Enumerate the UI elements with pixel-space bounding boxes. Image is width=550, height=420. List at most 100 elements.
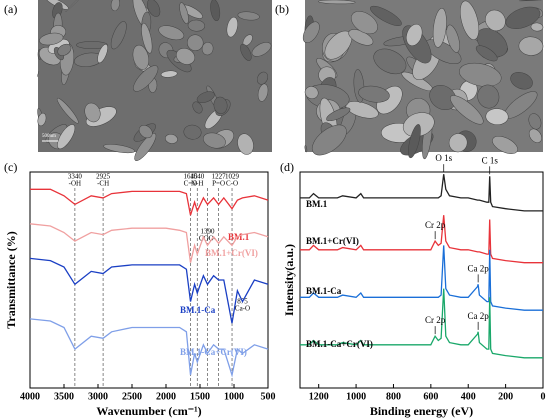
sem-particle [251,42,272,57]
y-axis-title: Transmittance (%) [4,231,18,328]
sem-particle [326,107,351,122]
y-axis-title: Intensity(a.u.) [282,244,296,316]
sem-particle [57,43,72,56]
sem-particle [183,124,202,140]
sem-particle [505,6,541,29]
sem-particle [226,16,238,38]
x-tick-label: 500 [261,391,276,402]
sem-particle [432,7,447,48]
plot-frame [29,171,269,389]
x-axis-title: Binding energy (eV) [370,404,473,418]
sem-particle [210,0,221,22]
annotation-label: -OH [69,180,81,188]
series-name: BM.1 [228,232,250,242]
panel-label: (b) [275,2,289,16]
x-tick-label: 800 [386,391,401,402]
sem-particle [160,70,178,78]
annotation-label: Ca-O [235,305,250,313]
series-name: BM.1-Ca+Cr(VI) [180,347,247,357]
sem-particle [528,128,542,143]
series-name: BM.1 [306,199,328,209]
x-tick-label: 400 [461,391,476,402]
panel-label: (a) [4,2,17,16]
sem-particle [84,102,101,123]
x-tick-label: 1000 [224,391,244,402]
annotation-value: 1227 [212,173,227,181]
sem-particle [450,95,484,125]
sem-particle [311,124,347,156]
sem-particle [146,0,161,17]
series-name: BM.1+Cr(VI) [205,248,258,258]
sem-particle [485,9,506,32]
annotation-label: O 1s [435,153,452,163]
annotation-value: 3340 [68,173,83,181]
sem-particle [97,44,108,64]
series-line [300,215,543,264]
sem-particle [475,45,498,62]
sem-particle [237,133,254,155]
sem-particle [406,23,423,47]
sem-particle [237,11,260,21]
sem-particle [202,132,226,149]
series-line [29,318,269,378]
annotation-value: 1390 [200,228,215,236]
x-tick-label: 1000 [346,391,366,402]
annotation-label: Cr 2p [425,220,446,230]
annotation-label: C-O [226,180,238,188]
annotation-label: C=O [184,180,198,188]
x-tick-label: 2500 [122,391,142,402]
sem-particle [448,133,468,153]
sem-particle [256,71,269,85]
annotation-value: 1029 [225,173,240,181]
sem-particle [201,42,214,56]
sem-particle [110,21,127,50]
sem-particle [350,11,378,35]
sem-particle [76,41,108,49]
sem-particle [196,91,215,103]
sem-particle [318,0,356,5]
sem-particle [510,72,533,90]
sem-particle [528,113,542,130]
annotation-label: Cr 2p [425,315,446,325]
sem-particle [164,133,178,144]
sem-particle [530,22,544,32]
sem-particle [370,5,402,26]
series-name: BM.1-Ca+Cr(VI) [306,339,373,349]
x-tick-label: 200 [498,391,513,402]
scale-bar-label: 500nm [42,134,56,139]
series-name: BM.1-Ca [306,286,342,296]
sem-particle [257,83,269,102]
sem-particle [477,84,500,109]
sem-particle [192,101,203,114]
annotation-value: 1640 [183,173,198,181]
series-line [30,188,269,216]
sem-particle [138,125,153,139]
panel-label: (d) [280,160,294,174]
sem-particle [176,47,196,65]
sem-particle [373,48,407,75]
sem-particle [240,43,252,61]
series-line [300,288,543,359]
sem-particle [518,0,544,2]
annotation-label: -CH [97,180,109,188]
sem-particle [186,34,204,51]
x-tick-label: 4000 [20,391,40,402]
series-name: BM.1+Cr(VI) [306,236,359,246]
x-tick-label: 1200 [309,391,329,402]
sem-particle [103,144,135,154]
series-line [29,223,269,263]
annotation-label: Ca 2p [468,263,490,273]
x-tick-label: 1500 [190,391,210,402]
sem-particle [134,133,157,161]
sem-particle [304,86,319,99]
annotation-label: C 1s [482,155,499,165]
annotation-label: P=O [212,180,225,188]
sem-particle [36,70,40,78]
series-line [29,257,269,324]
sem-particle [179,2,189,24]
sem-particle [57,124,76,150]
sem-particle [518,36,544,56]
annotation-label: Ca 2p [468,311,490,321]
panel-label: (c) [4,160,17,174]
